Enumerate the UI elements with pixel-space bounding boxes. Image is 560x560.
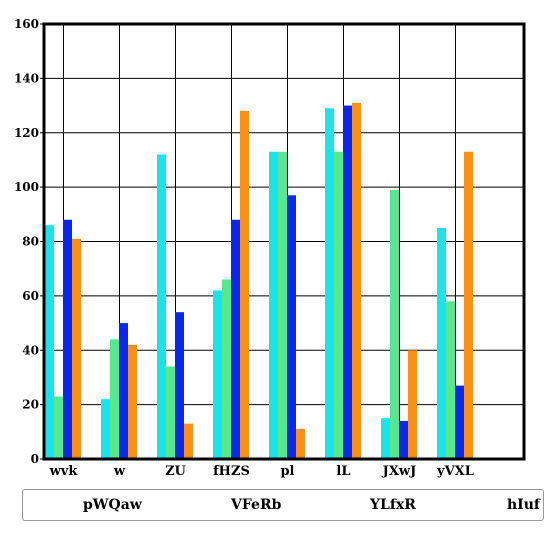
bar-VFeRb-pl [278,151,287,459]
bar-pWQaw-lL [325,108,334,459]
x-tick-label: fHZS [213,464,250,479]
x-tick-label: w [113,464,126,479]
x-tick-label: lL [336,464,350,479]
bar-pWQaw-yVXL [437,227,446,459]
bar-YLfxR-lL [343,105,352,459]
bar-hIuf-wvk [72,238,81,459]
x-tick-label: JXwJ [382,464,417,479]
legend: pWQaw VFeRb YLfxR hIuf [22,489,544,521]
legend-item: hIuf [507,497,540,513]
bar-VFeRb-ZU [166,366,175,459]
bar-chart: 0 20 40 60 80 100 120 140 160 wvk w ZU fHZS pl lL JXwJ… [14,17,526,479]
x-tick-label: yVXL [436,464,474,479]
bar-VFeRb-wvk [54,396,63,459]
bar-hIuf-w [128,344,137,459]
bar-pWQaw-w [101,399,110,459]
bar-hIuf-yVXL [464,151,473,459]
bar-pWQaw-pl [269,151,278,459]
bar-YLfxR-yVXL [455,385,464,459]
y-tick-label: 140 [14,71,39,85]
bar-YLfxR-pl [287,195,296,459]
x-tick-label: wvk [49,464,79,479]
bar-hIuf-ZU [184,423,193,459]
bar-YLfxR-ZU [175,312,184,459]
legend-item: VFeRb [231,497,282,513]
bar-VFeRb-fHZS [222,279,231,459]
y-tick-label: 0 [31,452,39,466]
y-axis-ticks: 0 20 40 60 80 100 120 140 160 [14,17,44,466]
legend-item: YLfxR [370,497,416,513]
bar-YLfxR-JXwJ [399,420,408,459]
bar-VFeRb-lL [334,151,343,459]
y-tick-label: 80 [22,235,39,249]
bar-pWQaw-JXwJ [381,418,390,459]
y-tick-label: 160 [14,17,39,31]
bar-VFeRb-yVXL [446,301,455,459]
y-tick-label: 120 [14,126,39,140]
bar-hIuf-JXwJ [408,350,417,459]
x-axis-ticks: wvk w ZU fHZS pl lL JXwJ yVXL [49,464,474,479]
bar-hIuf-pl [296,429,305,459]
y-tick-label: 20 [22,398,39,412]
bar-hIuf-fHZS [240,111,249,459]
bar-pWQaw-ZU [157,154,166,459]
bar-pWQaw-wvk [45,225,54,459]
x-tick-label: ZU [165,464,186,479]
legend-item: pWQaw [83,497,142,513]
bar-YLfxR-fHZS [231,219,240,459]
bar-VFeRb-w [110,339,119,459]
bar-YLfxR-w [119,323,128,459]
bar-YLfxR-wvk [63,219,72,459]
bar-hIuf-lL [352,102,361,459]
y-tick-label: 100 [14,180,39,194]
bar-pWQaw-fHZS [213,290,222,459]
bars [45,102,473,459]
x-tick-label: pl [280,464,294,479]
y-tick-label: 40 [22,343,39,357]
bar-VFeRb-JXwJ [390,189,399,459]
y-tick-label: 60 [22,289,39,303]
